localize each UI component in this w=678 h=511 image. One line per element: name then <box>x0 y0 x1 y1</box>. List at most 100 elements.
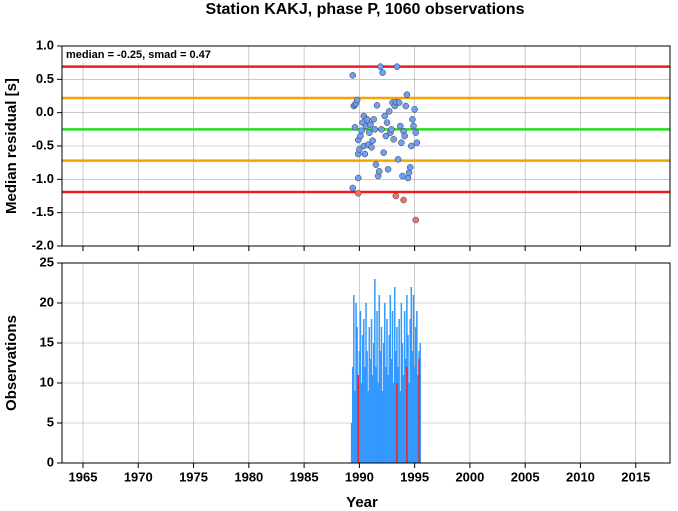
x-tick-label: 2005 <box>511 469 540 484</box>
bar <box>403 311 406 463</box>
bar <box>405 359 407 463</box>
point <box>355 190 362 197</box>
point <box>368 144 375 151</box>
bar <box>398 319 400 463</box>
bar <box>410 287 413 463</box>
point <box>410 122 417 130</box>
bar <box>385 367 387 463</box>
point <box>367 121 374 128</box>
point <box>402 102 410 110</box>
y-tick-label: 25 <box>40 254 54 269</box>
bar <box>409 319 411 463</box>
point <box>392 192 400 200</box>
x-axis-label: Year <box>346 494 378 511</box>
y-tick-label: 5 <box>47 414 54 429</box>
point <box>373 102 381 109</box>
bar <box>408 383 410 463</box>
bar <box>367 391 369 463</box>
bar <box>419 343 421 463</box>
bar <box>377 383 379 463</box>
x-tick-label: 1985 <box>290 469 319 484</box>
bar <box>393 287 396 463</box>
y-tick-label: 0.0 <box>36 104 54 119</box>
bar <box>356 327 358 463</box>
bar <box>354 391 356 463</box>
point <box>379 69 386 76</box>
point <box>388 126 395 133</box>
bar <box>358 351 361 463</box>
bar <box>369 359 372 463</box>
x-tick-label: 2015 <box>621 469 650 484</box>
bar <box>378 295 381 463</box>
bar <box>355 303 357 463</box>
y-tick-label: -2.0 <box>32 237 54 252</box>
bar <box>418 359 420 463</box>
x-tick-label: 1980 <box>234 469 263 484</box>
bar <box>390 359 393 463</box>
x-tick-label: 1990 <box>345 469 374 484</box>
y-tick-label: 1.0 <box>36 37 54 52</box>
bar <box>389 295 392 463</box>
point <box>408 142 415 150</box>
y-tick-label: -1.5 <box>32 204 54 219</box>
point <box>363 116 371 123</box>
point <box>351 124 359 131</box>
bar <box>372 343 375 463</box>
y-tick-label: -1.0 <box>32 171 54 186</box>
bar <box>396 383 398 463</box>
point <box>371 126 379 133</box>
bar <box>413 367 416 463</box>
point <box>393 63 401 70</box>
bar <box>353 295 355 463</box>
bar <box>414 327 417 463</box>
x-tick-label: 2000 <box>455 469 484 484</box>
bar <box>388 335 390 463</box>
point <box>413 139 421 146</box>
point <box>376 168 383 175</box>
point <box>390 136 397 143</box>
y-tick-label: 0.5 <box>36 71 54 86</box>
y-axis-label: Observations <box>3 315 20 411</box>
bar <box>392 383 395 463</box>
point <box>366 129 373 136</box>
point <box>361 150 369 158</box>
point <box>382 132 390 140</box>
bar <box>416 311 418 463</box>
point <box>397 122 404 130</box>
point <box>385 108 393 115</box>
bar <box>375 367 377 463</box>
point <box>357 132 364 140</box>
chart-title: Station KAKJ, phase P, 1060 observations <box>206 1 525 18</box>
point <box>349 72 356 79</box>
bar <box>360 383 363 463</box>
point <box>356 146 363 153</box>
bar <box>364 367 366 463</box>
bar <box>399 391 402 463</box>
bar <box>357 375 360 463</box>
point <box>405 169 413 176</box>
bar <box>374 279 376 463</box>
plot-frame <box>61 262 671 464</box>
point <box>394 156 402 163</box>
bar <box>376 311 378 463</box>
x-tick-label: 1995 <box>400 469 429 484</box>
x-tick-label: 1965 <box>69 469 98 484</box>
bar <box>368 327 371 463</box>
point <box>395 99 403 106</box>
point <box>377 63 384 70</box>
bar <box>395 351 397 463</box>
y-tick-label: 20 <box>40 294 54 309</box>
bar <box>407 335 409 463</box>
point <box>353 96 361 104</box>
y-tick-label: 15 <box>40 334 54 349</box>
point <box>409 116 416 123</box>
y-tick-label: -0.5 <box>32 137 54 152</box>
x-tick-label: 1975 <box>179 469 208 484</box>
annotation-box <box>63 47 233 63</box>
bar <box>402 375 405 463</box>
y-axis-label: Median residual [s] <box>3 78 20 214</box>
point <box>412 129 419 136</box>
bar <box>379 351 382 463</box>
bar <box>371 375 374 463</box>
